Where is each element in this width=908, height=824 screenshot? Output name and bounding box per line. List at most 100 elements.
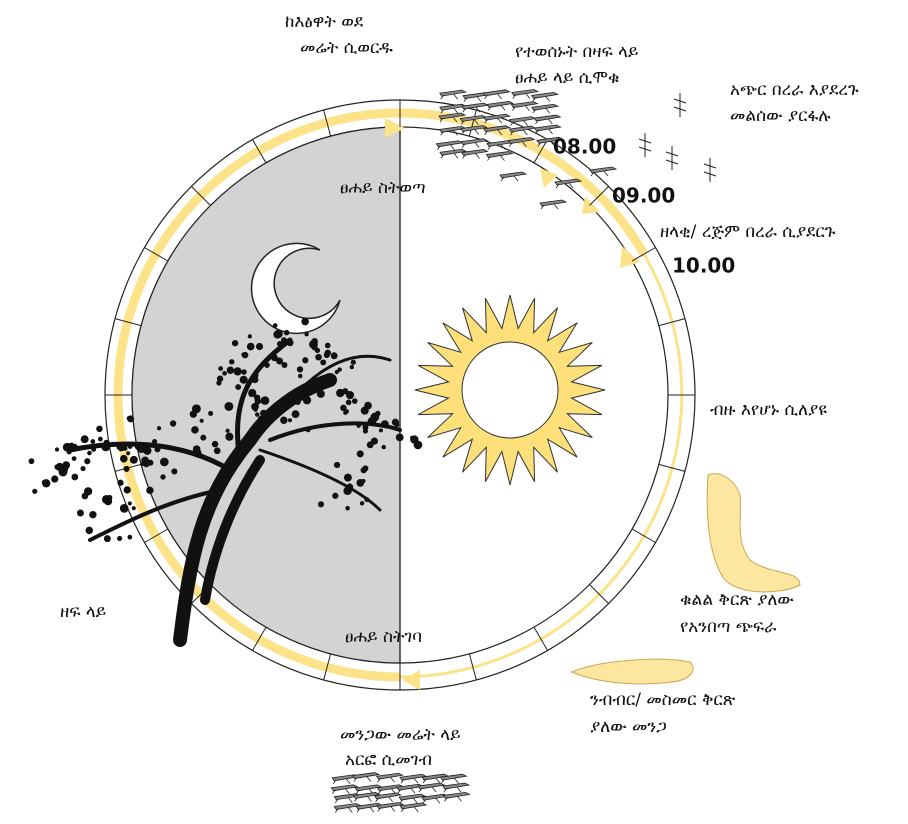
- leaf: [226, 366, 235, 374]
- leaf: [84, 458, 91, 465]
- label: የአንበጣ ጭፍራ: [680, 617, 777, 637]
- leaf: [324, 349, 331, 357]
- locust: [539, 199, 568, 210]
- leaf: [208, 410, 214, 416]
- leaf: [91, 446, 97, 452]
- leaf: [330, 352, 338, 360]
- leaf: [247, 334, 252, 339]
- leaf: [199, 418, 204, 423]
- leaf: [370, 412, 380, 422]
- ring-tick: [114, 318, 142, 327]
- leaf: [307, 383, 312, 388]
- locust: [460, 125, 489, 135]
- leaf: [117, 535, 123, 542]
- leaf: [143, 446, 152, 455]
- leaf: [305, 427, 311, 433]
- label: ከእፅዋት ወደ: [285, 12, 364, 32]
- leaf: [127, 444, 133, 449]
- label: አጭር በረራ እያደረጉ: [730, 80, 859, 100]
- flying-locust: [665, 146, 679, 170]
- leaf: [378, 428, 383, 433]
- label: አርፎ ሲመገብ: [345, 750, 432, 770]
- leaf: [28, 458, 35, 465]
- leaf: [281, 361, 288, 368]
- locust: [536, 136, 565, 147]
- leaf: [280, 416, 288, 425]
- label: የተወሰኑት በዛፍ ላይ: [515, 42, 638, 62]
- leaf: [160, 474, 166, 480]
- leaf: [395, 433, 404, 442]
- leaf: [276, 341, 283, 347]
- leaf: [260, 396, 270, 405]
- leaf: [90, 439, 96, 444]
- leaf: [291, 410, 300, 419]
- leaf: [333, 461, 341, 469]
- flying-locust: [703, 158, 717, 182]
- leaf: [140, 461, 145, 466]
- leaf: [272, 323, 278, 328]
- leaf: [62, 461, 71, 469]
- ring-tick: [658, 318, 686, 327]
- leaf: [117, 479, 124, 486]
- locust: [554, 178, 583, 189]
- label: መልሰው ያርፋሉ: [730, 106, 831, 126]
- locust: [375, 772, 404, 783]
- leaf: [123, 486, 131, 494]
- leaf: [370, 437, 378, 445]
- locust: [483, 125, 511, 135]
- leaf: [324, 342, 331, 349]
- leaf: [351, 398, 358, 404]
- leaf: [311, 344, 318, 351]
- leaf: [54, 447, 60, 452]
- leaf: [119, 503, 129, 513]
- ring-tick: [468, 109, 477, 137]
- leaf: [345, 391, 355, 400]
- locust: [352, 792, 381, 802]
- leaf: [356, 450, 364, 458]
- leaf: [343, 473, 352, 482]
- ring-tick: [144, 247, 169, 262]
- swarm-band: [570, 658, 694, 685]
- label: ቁልል ቅርጽ ያለው: [680, 590, 794, 610]
- leaf: [66, 449, 72, 455]
- leaf: [87, 450, 92, 456]
- label: መሬት ሲወርዱ: [300, 38, 393, 58]
- leaf: [160, 457, 169, 467]
- locusts: [330, 89, 717, 813]
- locust: [533, 124, 562, 135]
- locust: [417, 782, 446, 793]
- locust: [485, 151, 514, 161]
- locust: [330, 784, 359, 795]
- leaf: [345, 506, 350, 511]
- label: መንጋው መሬት ላይ: [340, 725, 461, 745]
- ring-tick: [631, 247, 656, 262]
- label: ንብብር/ መስመር ቅርጽ: [590, 690, 736, 710]
- leaf: [364, 497, 370, 503]
- leaf: [147, 459, 154, 466]
- leaf: [304, 331, 309, 337]
- leaf: [410, 435, 415, 440]
- leaf: [192, 445, 201, 453]
- leaf: [241, 369, 247, 375]
- leaf: [123, 465, 130, 472]
- leaf: [117, 444, 125, 452]
- locust: [508, 116, 537, 126]
- locust: [461, 102, 490, 113]
- locust: [482, 89, 511, 100]
- flying-locust: [638, 133, 652, 157]
- locust: [333, 803, 362, 813]
- leaf: [239, 375, 248, 384]
- leaf: [249, 392, 254, 397]
- locust: [398, 793, 427, 804]
- swarm-pile: [706, 473, 801, 593]
- leaf: [252, 372, 259, 379]
- ring-tick: [323, 109, 332, 137]
- leaf: [317, 501, 325, 508]
- time-label: 10.00: [672, 254, 735, 278]
- label: ብዙ እየሆኑ ሲለያዩ: [710, 400, 827, 420]
- leaf: [191, 426, 199, 434]
- locust: [486, 100, 515, 111]
- leaf: [294, 399, 301, 406]
- leaf: [283, 329, 290, 336]
- leaf: [106, 495, 113, 502]
